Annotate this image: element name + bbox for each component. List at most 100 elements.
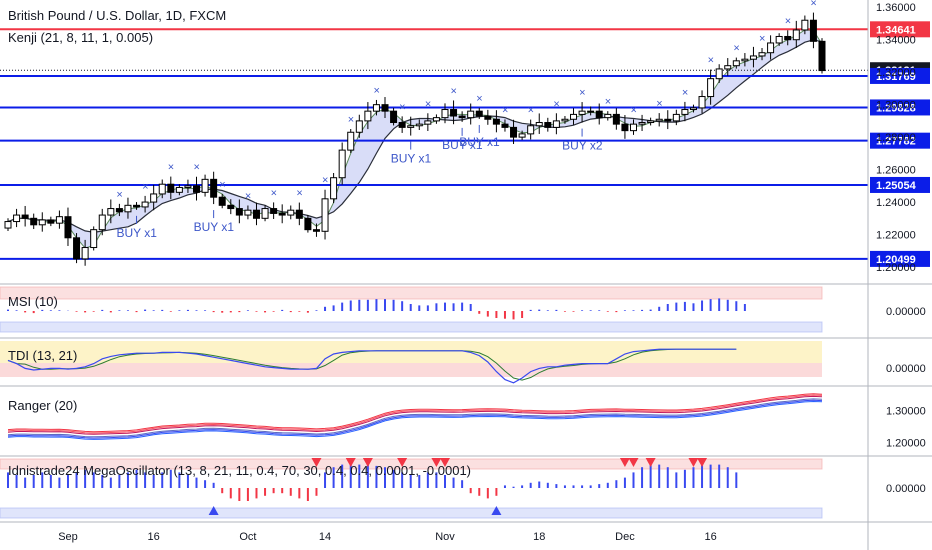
mega-down-marker — [697, 458, 708, 467]
tdi-main-line — [7, 348, 737, 384]
candle-body — [150, 193, 158, 203]
candle-body — [604, 113, 612, 119]
signal-x-marker: × — [579, 87, 585, 99]
candle-body — [98, 214, 106, 231]
time-axis-tick: Dec — [615, 531, 635, 543]
candle-body — [724, 65, 732, 70]
mega-down-marker — [431, 458, 442, 467]
signal-x-marker: × — [476, 93, 482, 105]
candle-body — [364, 110, 372, 122]
price-axis-tick: 1.26000 — [876, 165, 916, 177]
candle-body — [261, 208, 269, 219]
candle-body — [801, 19, 809, 31]
signal-x-marker: × — [425, 98, 431, 110]
time-axis-tick: 14 — [319, 531, 331, 543]
candle-body — [338, 149, 346, 179]
price-axis-tick: 1.36000 — [876, 2, 916, 14]
candle-body — [561, 118, 569, 122]
time-axis-tick: 16 — [148, 531, 160, 543]
candle-body — [407, 125, 415, 128]
msi-lower-band — [0, 321, 823, 333]
candle-body — [707, 78, 715, 98]
ranger-line — [7, 398, 823, 438]
buy-signal-label: BUY x2 — [562, 139, 603, 153]
buy-signal-label: BUY x1 — [442, 138, 483, 152]
ranger-line — [7, 400, 823, 440]
mega-title: Idnistrade24 MegaOscillator (13, 8, 21, … — [8, 463, 471, 478]
candle-body — [552, 120, 560, 128]
signal-x-marker: × — [194, 162, 200, 174]
candle-body — [107, 208, 115, 216]
mega-upper-band — [0, 458, 823, 470]
candle-body — [218, 196, 226, 206]
signal-x-marker: × — [116, 189, 122, 201]
time-axis-tick: Sep — [58, 531, 78, 543]
candle-body — [518, 133, 526, 138]
candle-body — [792, 29, 800, 41]
indicator-label: Kenji (21, 8, 11, 1, 0.005) — [8, 30, 153, 45]
candle-body — [664, 118, 672, 122]
mega-down-marker — [619, 458, 630, 467]
level-tag — [870, 176, 930, 193]
mega-down-marker — [628, 458, 639, 467]
kenji-band-fill — [8, 30, 822, 249]
level-tag-label: 1.34641 — [876, 24, 916, 36]
candle-body — [698, 96, 706, 109]
level-tag — [870, 67, 930, 84]
signal-x-marker: × — [271, 187, 277, 199]
price-axis-tick: 1.20000 — [876, 262, 916, 274]
price-axis-tick: 1.32000 — [876, 67, 916, 79]
candle-body — [749, 55, 757, 60]
candle-body — [124, 204, 132, 213]
candle-body — [64, 216, 72, 239]
candle-body — [141, 201, 149, 208]
signal-x-marker: × — [322, 175, 328, 187]
candle-body — [30, 217, 38, 226]
signal-x-marker: × — [142, 181, 148, 193]
candle-body — [484, 115, 492, 120]
candle-body — [278, 212, 286, 216]
mega-down-marker — [362, 458, 373, 467]
level-tag-label: 1.29828 — [876, 102, 916, 114]
candle-body — [227, 204, 235, 210]
level-tag-label: 1.25054 — [876, 180, 917, 192]
level-tag — [870, 99, 930, 116]
signal-x-marker: × — [759, 33, 765, 45]
candle-body — [758, 52, 766, 57]
level-tag — [870, 132, 930, 149]
time-axis-tick: Oct — [239, 531, 256, 543]
signal-x-marker: × — [502, 104, 508, 116]
candle-body — [638, 122, 646, 125]
mega-up-marker — [491, 506, 502, 515]
candle-body — [81, 247, 89, 260]
signal-x-marker: × — [528, 105, 534, 117]
buy-signal-label: BUY x1 — [391, 152, 432, 166]
candle-body — [372, 104, 380, 112]
signal-x-marker: × — [810, 0, 816, 10]
candle-body — [544, 122, 552, 128]
ranger-line — [7, 395, 823, 435]
candle-body — [304, 217, 312, 231]
level-tag — [870, 250, 930, 267]
buy-signal-label: BUY x1 — [117, 226, 158, 240]
ranger-line — [7, 394, 823, 434]
signal-x-marker: × — [785, 15, 791, 27]
ranger-title: Ranger (20) — [8, 398, 77, 413]
mega-down-marker — [439, 458, 450, 467]
candle-body — [415, 123, 423, 127]
candle-body — [655, 118, 663, 122]
candle-body — [492, 118, 500, 125]
signal-x-marker: × — [656, 98, 662, 110]
candle-body — [587, 110, 595, 113]
signal-x-marker: × — [682, 87, 688, 99]
signal-x-marker: × — [630, 104, 636, 116]
candle-body — [38, 219, 46, 226]
candle-body — [501, 123, 509, 128]
candle-body — [784, 35, 792, 41]
mega-down-marker — [311, 458, 322, 467]
msi-axis-tick: 0.00000 — [886, 306, 926, 318]
buy-signal-label: BUY x1 — [194, 220, 235, 234]
signal-x-marker: × — [605, 96, 611, 108]
level-tag-label: 1.31769 — [876, 71, 916, 83]
